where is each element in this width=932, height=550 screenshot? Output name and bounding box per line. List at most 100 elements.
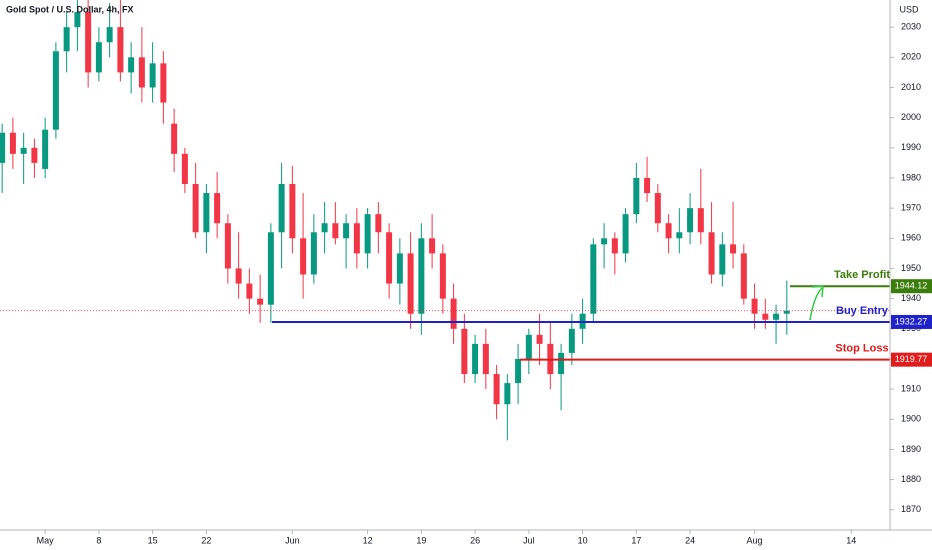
candle-body: [482, 343, 489, 375]
candle-body: [396, 253, 403, 284]
y-tick-label: 1990: [901, 142, 921, 152]
candle-body: [568, 328, 575, 353]
candle-body: [203, 193, 210, 233]
level-name: Take Profit: [834, 269, 890, 281]
candle-body: [665, 223, 672, 239]
candle-body: [95, 42, 102, 73]
y-tick-label: 1960: [901, 233, 921, 243]
price-label: 1932.27: [895, 316, 928, 326]
y-tick-label: 1900: [901, 414, 921, 424]
candle-body: [74, 12, 81, 28]
candle-body: [472, 343, 479, 375]
y-tick-label: 2000: [901, 112, 921, 122]
candle-body: [773, 313, 780, 320]
y-tick-label: 1970: [901, 203, 921, 213]
candle-body: [257, 298, 264, 305]
x-tick-label: 8: [96, 535, 101, 545]
chart-title: Gold Spot / U.S. Dollar, 4h, FX: [6, 4, 134, 14]
candle-body: [353, 223, 360, 254]
x-tick-label: 14: [846, 535, 856, 545]
candle-body: [708, 232, 715, 275]
candle-body: [181, 153, 188, 185]
candle-body: [493, 374, 500, 405]
candle-body: [644, 177, 651, 194]
candle-body: [52, 51, 59, 130]
x-tick-label: Jun: [285, 535, 300, 545]
y-tick-label: 1910: [901, 384, 921, 394]
candle-body: [654, 193, 661, 224]
arrow: [809, 287, 823, 321]
candle-body: [246, 283, 253, 299]
candle-body: [160, 63, 167, 103]
candle-body: [525, 334, 532, 359]
candle-body: [192, 184, 199, 233]
level-name: Buy Entry: [836, 305, 889, 317]
candle-body: [740, 253, 747, 299]
candle-body: [601, 238, 608, 245]
candle-body: [730, 244, 737, 254]
x-tick-label: May: [37, 535, 55, 545]
candle-body: [106, 27, 113, 43]
candle-body: [85, 12, 92, 73]
candle-body: [343, 223, 350, 239]
y-tick-label: 1880: [901, 474, 921, 484]
x-tick-label: 15: [148, 535, 158, 545]
candle-body: [375, 214, 382, 233]
x-tick-label: 19: [416, 535, 426, 545]
candle-body: [418, 238, 425, 314]
candle-body: [20, 147, 27, 154]
y-tick-label: 1890: [901, 444, 921, 454]
candle-body: [235, 268, 242, 284]
candle-body: [783, 310, 790, 314]
candle-body: [9, 132, 16, 154]
candle-body: [515, 358, 522, 384]
candle-body: [762, 313, 769, 320]
level-name: Stop Loss: [835, 343, 888, 355]
candle-body: [536, 334, 543, 344]
price-label: 1944.12: [895, 281, 928, 291]
x-tick-label: 26: [470, 535, 480, 545]
candle-body: [429, 238, 436, 254]
x-tick-label: Jul: [523, 535, 535, 545]
candle-body: [310, 232, 317, 275]
candle-body: [128, 57, 135, 73]
currency: USD: [899, 4, 919, 14]
candle-body: [63, 27, 70, 52]
candle-body: [42, 129, 49, 169]
x-tick-label: Aug: [747, 535, 763, 545]
candle-body: [171, 123, 178, 154]
arrow-head: [811, 285, 824, 298]
candle-body: [321, 223, 328, 233]
x-tick-label: 12: [363, 535, 373, 545]
y-tick-label: 2010: [901, 82, 921, 92]
candle-body: [289, 184, 296, 239]
candle-body: [224, 223, 231, 269]
price-label-box: [891, 352, 932, 367]
candle-body: [407, 253, 414, 314]
candle-body: [590, 244, 597, 314]
plot-area: [0, 0, 890, 441]
candle-body: [278, 184, 285, 233]
candle-body: [214, 193, 221, 224]
price-label: 1919.77: [895, 354, 928, 364]
candle-body: [504, 383, 511, 405]
y-tick-label: 2020: [901, 52, 921, 62]
candle-body: [461, 328, 468, 375]
x-tick-label: 17: [631, 535, 641, 545]
candle-body: [697, 208, 704, 233]
candle-body: [138, 57, 145, 88]
candle-body: [439, 253, 446, 299]
x-tick-label: 24: [685, 535, 695, 545]
price-label-box: [891, 314, 932, 329]
y-tick-label: 2030: [901, 22, 921, 32]
candle-body: [676, 232, 683, 239]
candle-body: [622, 214, 629, 254]
candle-body: [149, 63, 156, 88]
candle-body: [751, 298, 758, 314]
price-label-box: [891, 279, 932, 294]
candle-body: [31, 147, 38, 163]
x-tick-label: 10: [578, 535, 588, 545]
candle-body: [332, 223, 339, 239]
candle-body: [633, 177, 640, 215]
candle-body: [364, 214, 371, 254]
